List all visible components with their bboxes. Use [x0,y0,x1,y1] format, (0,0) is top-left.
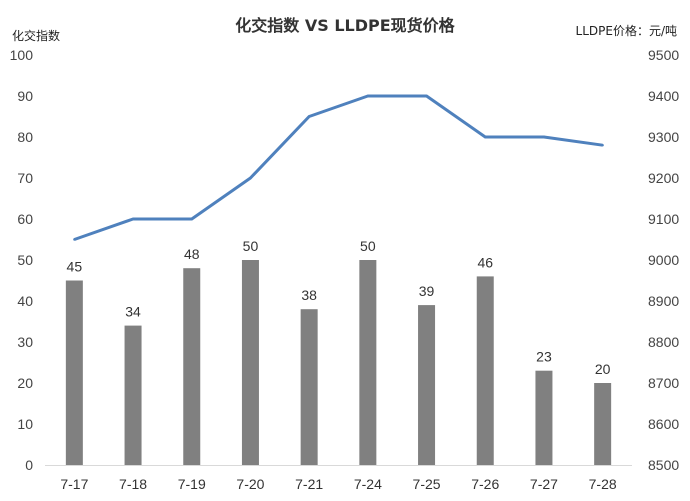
bar [300,309,318,465]
line-point [425,94,428,98]
bar [124,325,142,465]
right-tick-label: 9100 [648,211,679,227]
left-tick-label: 70 [17,170,33,186]
left-tick-label: 20 [17,375,33,391]
bar-data-label: 48 [184,246,200,262]
line-point [73,238,76,241]
left-tick-label: 0 [25,457,33,473]
x-axis-ticks: 7-17 7-18 7-19 7-20 7-21 7-24 7-25 7-26 7-27 7-28 [60,476,617,492]
x-tick-label: 7-24 [354,476,382,492]
left-axis-label: 化交指数 [12,28,60,43]
x-tick-label: 7-17 [60,476,88,492]
bar-data-label: 50 [360,238,376,254]
line-point [307,115,311,118]
right-tick-label: 9500 [648,47,679,63]
left-tick-label: 100 [10,47,34,63]
left-axis-ticks: 0 10 20 30 40 50 60 70 80 90 100 [10,47,34,473]
bar-series [65,260,612,465]
bar-data-label: 38 [301,287,317,303]
bar-data-label: 23 [536,349,552,365]
line-series [73,94,604,241]
bar-data-label: 50 [243,238,259,254]
left-tick-label: 90 [17,88,33,104]
bar-data-label: 46 [477,254,493,270]
left-tick-label: 40 [17,293,33,309]
right-tick-label: 8600 [648,416,679,432]
bar-data-labels: 45 34 48 50 38 50 39 46 23 20 [67,238,611,377]
x-tick-label: 7-21 [295,476,323,492]
bar [476,276,494,465]
right-tick-label: 8700 [648,375,679,391]
bar [418,305,436,465]
line-point [366,94,370,98]
chart-title: 化交指数 VS LLDPE现货价格 [235,16,455,35]
x-tick-label: 7-26 [471,476,499,492]
bar [241,260,259,465]
bar [359,260,377,465]
x-tick-label: 7-19 [178,476,206,492]
left-tick-label: 80 [17,129,33,145]
right-tick-label: 9400 [648,88,679,104]
bar [535,370,553,465]
left-tick-label: 50 [17,252,33,268]
bar [183,268,201,465]
left-tick-label: 30 [17,334,33,350]
right-tick-label: 9200 [648,170,679,186]
x-tick-label: 7-28 [589,476,617,492]
x-tick-label: 7-25 [413,476,441,492]
bar-data-label: 20 [595,361,611,377]
right-tick-label: 8900 [648,293,679,309]
x-tick-label: 7-20 [236,476,264,492]
left-tick-label: 10 [17,416,33,432]
line-path [73,94,603,241]
right-tick-label: 9300 [648,129,679,145]
right-axis-ticks: 8500 8600 8700 8800 8900 9000 9100 9200 9300 9400… [648,47,679,473]
line-point [190,217,193,221]
left-tick-label: 60 [17,211,33,227]
line-point [249,176,252,180]
bar-data-label: 39 [419,283,435,299]
right-tick-label: 9000 [648,252,679,268]
line-point [484,135,487,139]
bar-data-label: 45 [67,259,83,275]
bar-data-label: 34 [125,304,141,320]
right-axis-label: LLDPE价格：元/吨 [576,23,677,38]
right-tick-label: 8500 [648,457,679,473]
line-point [601,144,604,147]
line-point [131,217,135,221]
bar [65,280,83,465]
x-tick-label: 7-18 [119,476,147,492]
bar [594,383,612,465]
right-tick-label: 8800 [648,334,679,350]
line-point [542,135,546,139]
x-tick-label: 7-27 [530,476,558,492]
